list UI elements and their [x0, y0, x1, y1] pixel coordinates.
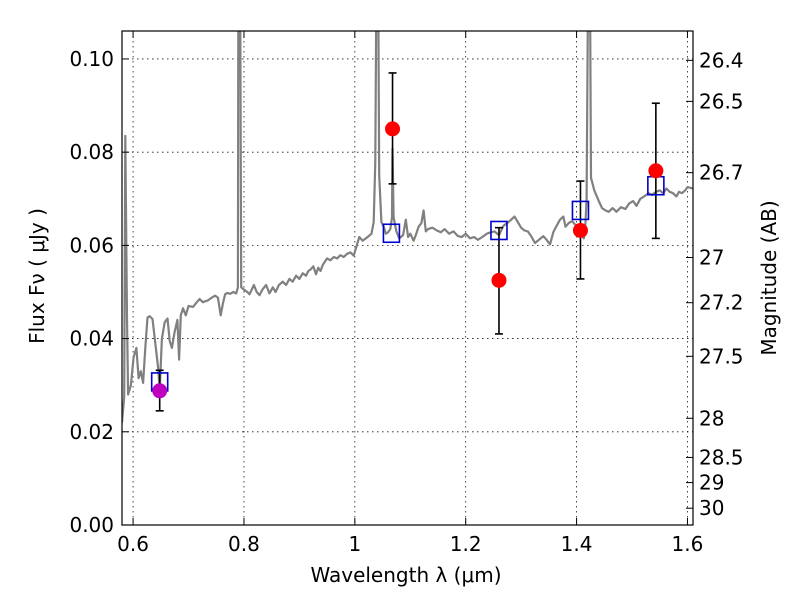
y-tick-label-left: 0.04: [69, 327, 114, 351]
x-tick-label: 0.8: [228, 532, 260, 556]
observed-point: [648, 163, 664, 179]
y-tick-label-left: 0.08: [69, 140, 114, 164]
y-axis-label-right: Magnitude (AB): [757, 200, 781, 355]
x-tick-label: 0.6: [117, 532, 149, 556]
y-tick-label-right: 27: [699, 245, 724, 269]
plot-series: [122, 31, 693, 423]
model-point: [382, 223, 401, 244]
y-tick-label-right: 26.5: [699, 89, 744, 113]
y-tick-label-right: 26.4: [699, 48, 744, 72]
x-tick-label: 1.4: [561, 532, 593, 556]
y-tick-label-left: 0.00: [69, 513, 114, 537]
x-tick-label: 1.6: [672, 532, 704, 556]
y-tick-label-right: 29: [699, 471, 724, 495]
y-tick-label-left: 0.10: [69, 47, 114, 71]
observed-point: [572, 222, 588, 238]
y-tick-label-right: 28.5: [699, 445, 744, 469]
y-tick-label-left: 0.06: [69, 233, 114, 257]
y-axis-label-left: Flux Fν ( μJy ): [25, 208, 49, 344]
y-tick-label-right: 27.2: [699, 291, 744, 315]
axis-ticks: 0.6 0.8 1 1.2 1.4 1.6 0.00 0.02 0.04 0.06 0.08 0.10…: [69, 31, 744, 556]
y-tick-label-right: 30: [699, 496, 724, 520]
y-tick-label-right: 27.5: [699, 344, 744, 368]
y-tick-label-right: 26.7: [699, 161, 744, 185]
y-tick-label-left: 0.02: [69, 420, 114, 444]
x-tick-label: 1.2: [450, 532, 482, 556]
y-tick-label-right: 28: [699, 406, 724, 430]
model-point: [571, 200, 590, 221]
observed-point: [152, 383, 168, 399]
model-point: [490, 220, 508, 241]
observed-point: [491, 272, 507, 288]
plot-frame: [121, 30, 694, 526]
observed-point: [385, 121, 401, 137]
x-axis-label: Wavelength λ (μm): [310, 563, 501, 587]
x-tick-label: 1: [348, 532, 361, 556]
